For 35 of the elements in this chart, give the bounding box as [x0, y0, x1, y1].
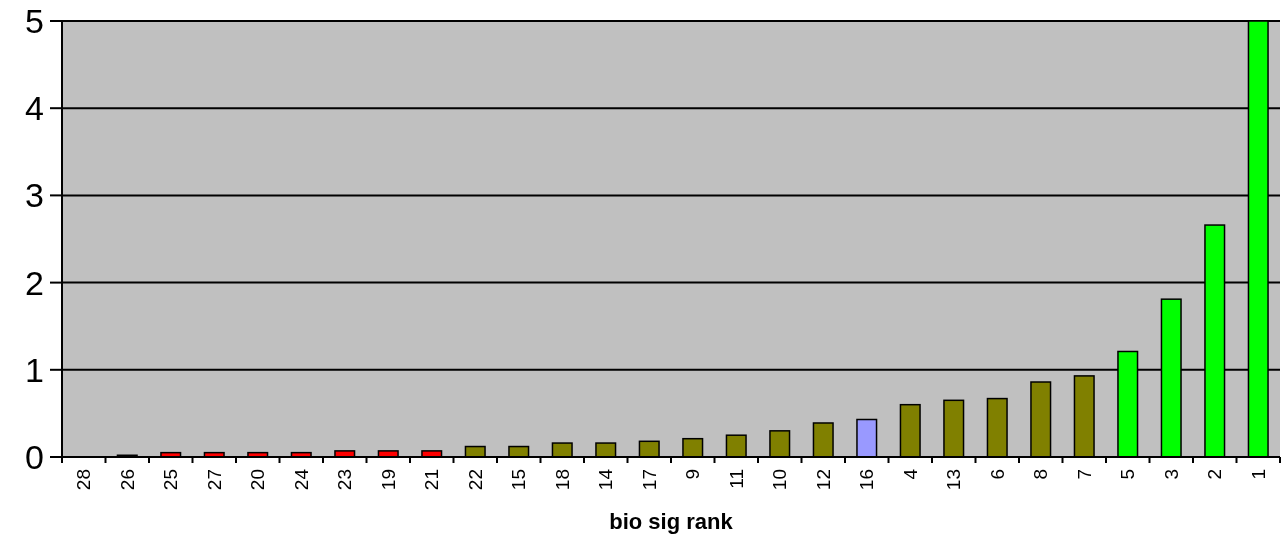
- x-tick-label: 24: [290, 468, 312, 491]
- x-tick-label: 5: [1117, 469, 1139, 480]
- x-tick-label: 20: [247, 469, 269, 491]
- x-tick-label: 12: [812, 469, 834, 491]
- x-tick-label: 19: [377, 469, 399, 491]
- y-tick-label: 2: [25, 263, 44, 302]
- x-tick-label: 14: [595, 468, 617, 491]
- y-tick-label: 5: [25, 1, 44, 40]
- x-tick-label: 23: [334, 469, 356, 491]
- x-tick-label: 11: [725, 469, 747, 489]
- x-tick-label: 18: [551, 469, 573, 491]
- x-tick-label: 21: [421, 469, 443, 491]
- y-tick-label: 3: [25, 176, 44, 215]
- y-tick-label: 1: [25, 350, 44, 389]
- x-tick-label: 28: [73, 469, 95, 491]
- x-tick-label: 7: [1073, 469, 1095, 480]
- x-tick-label: 25: [160, 469, 182, 491]
- x-tick-label: 3: [1160, 469, 1182, 480]
- x-tick-label: 22: [464, 469, 486, 491]
- x-tick-label: 8: [1030, 469, 1052, 480]
- x-axis-title: bio sig rank: [609, 509, 734, 534]
- x-tick-label: 16: [856, 469, 878, 491]
- x-tick-label: 13: [943, 469, 965, 491]
- x-tick-label: 26: [116, 469, 138, 491]
- x-tick-label: 17: [638, 469, 660, 491]
- x-tick-label: 15: [508, 469, 530, 491]
- x-tick-label: 1: [1247, 469, 1269, 480]
- y-tick-label: 0: [25, 437, 44, 476]
- x-tick-label: 10: [769, 469, 791, 491]
- x-tick-label: 9: [682, 469, 704, 480]
- x-tick-label: 6: [986, 469, 1008, 480]
- y-tick-label: 4: [25, 89, 44, 128]
- x-tick-label: 4: [899, 468, 921, 480]
- x-tick-label: 27: [203, 469, 225, 491]
- x-tick-label: 2: [1204, 469, 1226, 480]
